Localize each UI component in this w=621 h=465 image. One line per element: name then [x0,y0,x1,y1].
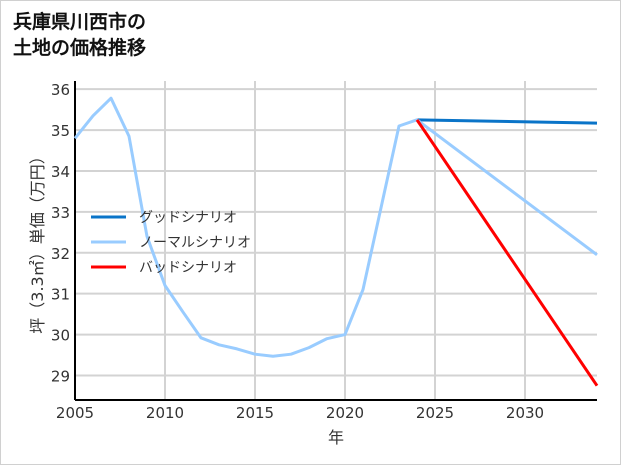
chart-title: 兵庫県川西市の 土地の価格推移 [13,9,146,61]
series-line-0 [416,118,598,125]
legend-label: グッドシナリオ [139,210,237,226]
x-axis-label: 年 [328,428,344,447]
series-line-2 [415,119,599,387]
x-tick-label: 2030 [506,404,544,422]
y-tick-label: 32 [51,245,70,263]
y-tick-label: 31 [51,286,70,304]
y-tick-label: 34 [51,163,70,181]
y-tick-label: 33 [51,204,70,222]
chart-title-line-1: 兵庫県川西市の [13,11,147,33]
legend-label: ノーマルシナリオ [139,235,251,251]
legend-label: バッドシナリオ [139,260,237,276]
x-tick-label: 2010 [146,404,184,422]
x-tick-label: 2015 [236,404,274,422]
y-axis-label: 坪（3.3㎡）単価（万円） [28,148,47,333]
x-tick-label: 2005 [56,404,94,422]
x-tick-label: 2020 [326,404,364,422]
x-tick-label: 2025 [416,404,454,422]
series-line-1 [73,96,598,358]
y-tick-label: 36 [51,81,70,99]
y-tick-label: 35 [51,122,70,140]
y-tick-label: 29 [51,367,70,385]
y-tick-label: 30 [51,327,70,345]
chart-title-line-2: 土地の価格推移 [13,37,147,59]
